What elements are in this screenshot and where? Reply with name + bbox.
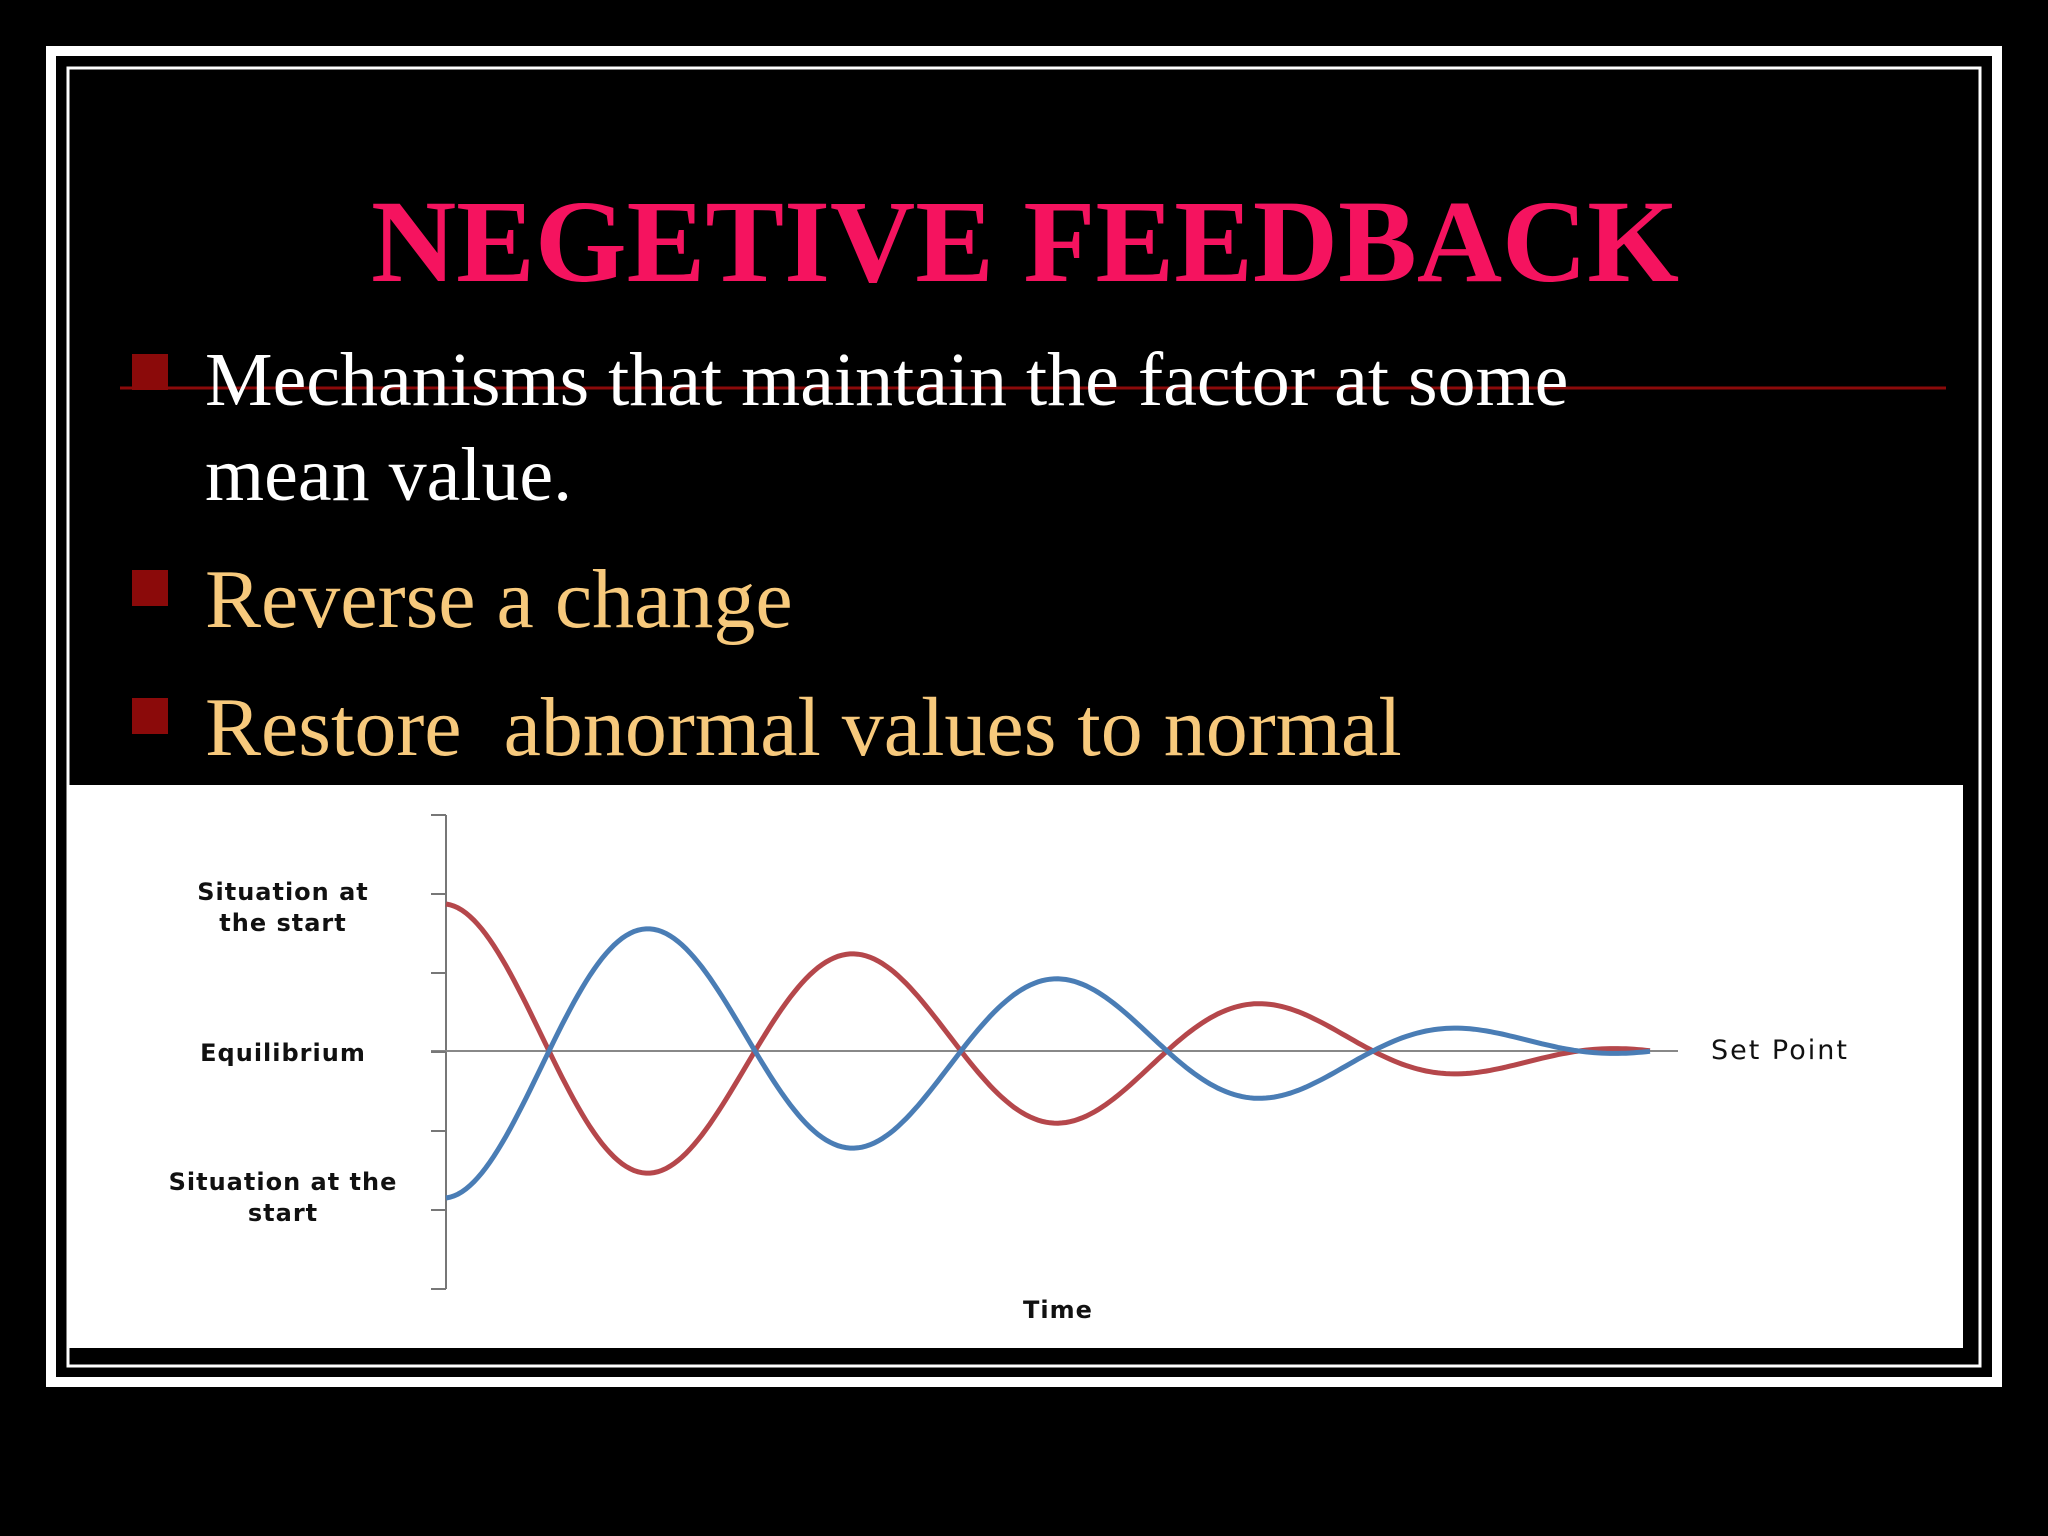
outer-frame (46, 46, 2002, 1387)
slide-title: NEGETIVE FEEDBACK (371, 176, 1679, 307)
diagram-label: start (248, 1199, 318, 1227)
bullet-text: Restore abnormal values to normal (205, 681, 1402, 774)
diagram-label: Equilibrium (200, 1039, 366, 1067)
bullet-text: Reverse a change (205, 553, 793, 646)
bullet-marker (132, 570, 168, 606)
diagram: Situation at the start Equilibrium Situa… (69, 785, 1963, 1348)
curve (445, 926, 1651, 1201)
bullet-marker (132, 698, 168, 734)
axis-label: Time (1023, 1296, 1093, 1324)
diagram-label: the start (219, 909, 346, 937)
diagram-label: Set Point (1711, 1035, 1849, 1066)
axis-ticks (431, 814, 446, 1290)
bullet-marker (132, 354, 168, 390)
diagram-label: Situation at (197, 878, 369, 906)
diagram-background (69, 785, 1963, 1348)
bullet-text: Mechanisms that maintain the factor at s… (205, 338, 1568, 422)
inner-frame (66, 66, 1982, 1368)
bullet-text: mean value. (205, 433, 572, 517)
curve (445, 901, 1651, 1176)
diagram-label: Situation at the (169, 1168, 398, 1196)
